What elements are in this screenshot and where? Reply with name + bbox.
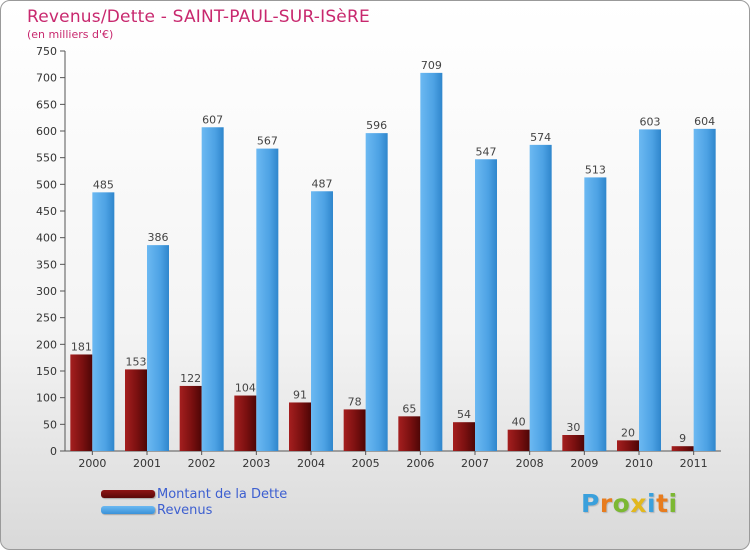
y-tick-label: 550 [36,152,57,165]
data-label: 485 [93,178,114,191]
data-label: 181 [71,340,92,353]
logo-letter: o [612,489,631,518]
y-tick-label: 700 [36,72,57,85]
y-tick-label: 0 [50,445,57,458]
data-label: 386 [148,231,169,244]
data-label: 567 [257,135,278,148]
x-tick-label: 2003 [242,457,270,470]
y-tick-label: 650 [36,98,57,111]
bar-dette [671,446,694,451]
data-label: 153 [126,355,147,368]
data-label: 604 [694,115,715,128]
y-tick-label: 750 [36,45,57,58]
logo-letter: i [647,489,657,518]
chart-bars [70,72,716,452]
bar-revenus [147,245,169,451]
bar-dette [507,429,530,451]
legend-label-dette: Montant de la Dette [157,487,288,502]
logo-letter: x [630,489,647,518]
bar-dette [70,354,93,451]
data-label: 9 [679,432,686,445]
x-tick-label: 2009 [570,457,598,470]
x-tick-label: 2001 [133,457,161,470]
data-label: 513 [585,163,606,176]
y-tick-label: 300 [36,285,57,298]
bar-dette [289,402,311,451]
y-tick-label: 50 [43,418,57,431]
bar-revenus [639,129,661,451]
data-label: 40 [512,416,526,429]
chart-title: Revenus/Dette - SAINT-PAUL-SUR-ISèRE [27,7,370,27]
logo-letter: P [581,489,600,518]
chart-labels: 2000 181 485 2001 153 386 2002 122 607 2003 104 567… [71,59,715,470]
bar-dette [398,416,421,451]
bar-revenus [201,127,224,452]
chart-axes: 0 50 100 150 200 250 300 350 400 450 500 550 600 650 7… [36,45,721,458]
bar-dette [234,395,257,451]
bar-revenus [529,144,552,451]
data-label: 122 [180,372,201,385]
bar-dette [343,409,366,451]
proxiti-logo: Proxiti [581,489,678,518]
bar-revenus [256,148,279,451]
legend-swatch-dette [101,490,155,498]
logo-letter: r [599,489,613,518]
x-tick-label: 2002 [188,457,216,470]
y-tick-label: 350 [36,258,57,271]
data-label: 65 [402,402,416,415]
data-label: 596 [366,119,387,132]
logo-letter: i [668,489,678,518]
data-label: 547 [476,145,497,158]
y-tick-label: 150 [36,365,57,378]
x-tick-label: 2007 [461,457,489,470]
data-label: 603 [640,115,661,128]
data-label: 78 [348,395,362,408]
bar-revenus [475,159,497,451]
x-tick-label: 2000 [78,457,106,470]
data-label: 104 [235,382,256,395]
y-tick-label: 250 [36,312,57,325]
data-label: 574 [530,131,551,144]
legend-swatch-revenus [101,506,155,514]
logo-letter: t [656,489,669,518]
bar-revenus [584,177,607,451]
bar-dette [179,385,202,451]
x-tick-label: 2005 [352,457,380,470]
data-label: 607 [202,113,223,126]
y-tick-label: 200 [36,338,57,351]
bar-revenus [92,192,115,452]
data-label: 30 [566,421,580,434]
legend-label-revenus: Revenus [157,503,213,518]
data-label: 709 [421,59,442,72]
chart-subtitle: (en milliers d'€) [27,28,114,41]
x-tick-label: 2010 [625,457,653,470]
y-tick-label: 400 [36,232,57,245]
data-label: 487 [312,177,333,190]
x-tick-label: 2006 [406,457,434,470]
bar-revenus [365,133,388,451]
y-tick-label: 100 [36,392,57,405]
y-tick-label: 500 [36,178,57,191]
bar-revenus [420,72,443,451]
bar-revenus [693,128,716,451]
bar-dette [453,422,475,451]
x-tick-label: 2004 [297,457,325,470]
bar-revenus [311,191,333,451]
data-label: 20 [621,426,635,439]
data-label: 91 [293,388,307,401]
y-tick-label: 450 [36,205,57,218]
data-label: 54 [457,408,471,421]
bar-dette [617,440,639,451]
bar-dette [562,435,585,451]
x-tick-label: 2011 [680,457,708,470]
bar-dette [125,369,147,451]
x-tick-label: 2008 [516,457,544,470]
y-tick-label: 600 [36,125,57,138]
